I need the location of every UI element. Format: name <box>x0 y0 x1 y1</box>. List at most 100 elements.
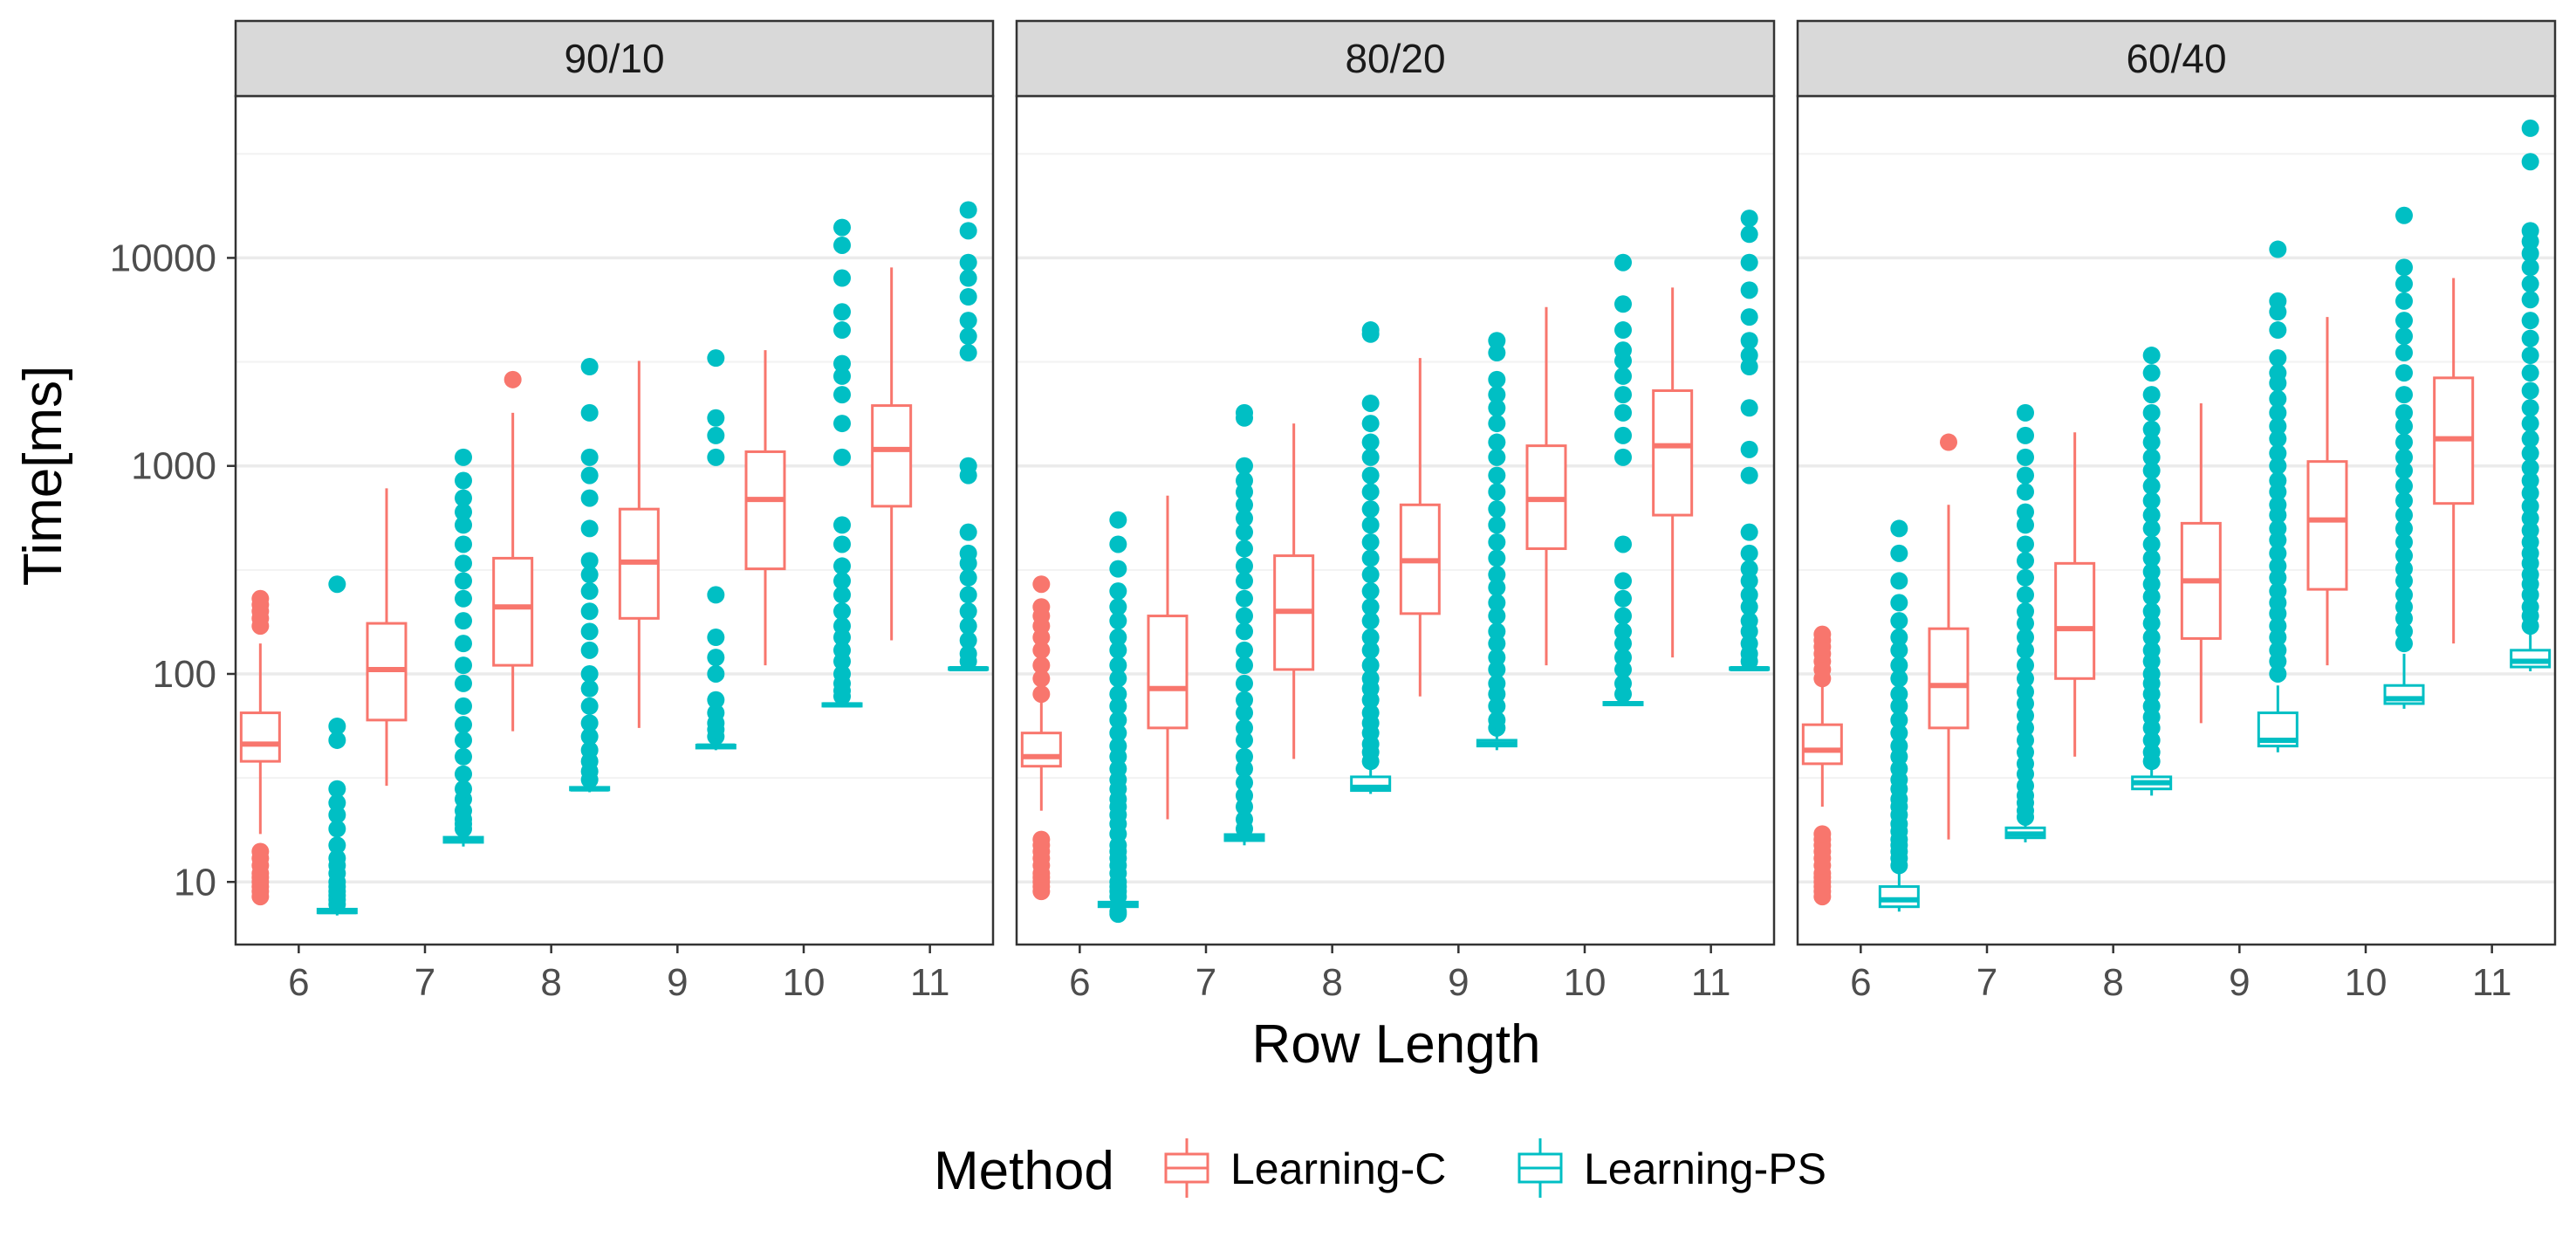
outlier-point <box>2269 664 2287 683</box>
outlier-point <box>2269 349 2287 368</box>
outlier-point <box>2521 471 2539 490</box>
box-iqr <box>1020 732 1062 768</box>
outlier-point <box>833 617 851 636</box>
legend: Method Learning-C Learning-PS <box>934 1138 1826 1201</box>
outlier-point <box>2017 503 2034 521</box>
outlier-point <box>1890 594 1908 612</box>
outlier-point <box>1813 825 1832 843</box>
outlier-point <box>1614 635 1632 653</box>
y-tick-label: 100 <box>153 653 216 696</box>
outlier-point <box>1890 759 1908 778</box>
outlier-point <box>2017 426 2034 444</box>
outlier-point <box>328 806 346 824</box>
outlier-point <box>455 503 472 521</box>
outlier-point <box>1614 295 1632 313</box>
outlier-point <box>2269 582 2287 601</box>
outlier-point <box>1236 589 1253 608</box>
outlier-point <box>1488 332 1506 350</box>
outlier-point <box>1890 612 1908 630</box>
box-iqr <box>2054 561 2096 680</box>
outlier-point <box>2395 491 2413 510</box>
legend-label: Learning-C <box>1230 1144 1446 1193</box>
facet-strip <box>234 19 995 98</box>
outlier-point <box>1236 718 1253 737</box>
box-learning-c <box>1399 358 1441 697</box>
outlier-point <box>2017 706 2034 725</box>
outlier-point <box>959 222 977 240</box>
outlier-point <box>2142 491 2161 510</box>
box-learning-c <box>2306 317 2348 666</box>
outlier-point <box>1361 321 1380 340</box>
outlier-point <box>707 704 725 722</box>
outlier-point <box>1361 516 1380 534</box>
outlier-point <box>2521 484 2539 502</box>
outlier-point <box>1109 697 1127 715</box>
outlier-point <box>580 448 599 466</box>
facet-strip-label: 90/10 <box>564 36 664 81</box>
outlier-point <box>1361 533 1380 552</box>
outlier-point <box>2395 327 2413 346</box>
outlier-point <box>1614 535 1632 553</box>
outlier-point <box>2395 635 2413 653</box>
outlier-point <box>1614 674 1632 692</box>
y-axis: 10 100 1000 10000 <box>110 237 236 904</box>
outlier-point <box>2017 535 2034 553</box>
outlier-point <box>2142 588 2161 606</box>
outlier-point <box>2395 586 2413 604</box>
outlier-point <box>2142 562 2161 581</box>
outlier-point <box>1890 724 1908 742</box>
outlier-point <box>2395 344 2413 362</box>
outlier-point <box>2395 622 2413 641</box>
outlier-point <box>1940 433 1957 451</box>
panel-background <box>1017 96 1774 945</box>
box-learning-c <box>2433 278 2475 644</box>
y-tick-label: 10 <box>174 861 216 904</box>
box-learning-ps <box>2510 119 2552 671</box>
outlier-point <box>707 691 725 709</box>
outlier-point <box>1236 787 1253 805</box>
box-learning-c <box>1273 423 1315 759</box>
outlier-point <box>2521 521 2539 539</box>
x-tick-label: 9 <box>2229 961 2250 1004</box>
outlier-point <box>2269 430 2287 448</box>
outlier-point <box>1488 579 1506 597</box>
outlier-point <box>2269 240 2287 258</box>
outlier-point <box>580 489 599 507</box>
outlier-point <box>1614 448 1632 466</box>
outlier-point <box>833 354 851 373</box>
outlier-point <box>580 641 599 659</box>
outlier-point <box>2017 448 2034 466</box>
outlier-point <box>1890 544 1908 562</box>
outlier-point <box>2269 544 2287 562</box>
outlier-point <box>2521 258 2539 277</box>
outlier-point <box>580 566 599 584</box>
outlier-point <box>1740 635 1758 653</box>
outlier-point <box>2521 312 2539 330</box>
outlier-point <box>1361 549 1380 567</box>
outlier-point <box>328 575 346 594</box>
outlier-point <box>2142 697 2161 715</box>
outlier-point <box>833 586 851 604</box>
outlier-point <box>1361 656 1380 675</box>
y-tick-label: 1000 <box>131 445 216 488</box>
outlier-point <box>959 644 977 663</box>
outlier-point <box>1236 704 1253 722</box>
outlier-point <box>580 741 599 759</box>
outlier-point <box>1740 560 1758 578</box>
outlier-point <box>1740 440 1758 458</box>
box-iqr <box>1878 885 1920 909</box>
outlier-point <box>2521 364 2539 382</box>
outlier-point <box>1740 281 1758 299</box>
box-learning-ps <box>821 218 863 708</box>
outlier-point <box>2269 292 2287 310</box>
outlier-point <box>833 448 851 466</box>
x-tick-label: 10 <box>1564 961 1607 1004</box>
outlier-point <box>1740 332 1758 350</box>
outlier-point <box>1032 598 1051 616</box>
outlier-point <box>2521 275 2539 293</box>
outlier-point <box>2395 386 2413 404</box>
outlier-point <box>959 312 977 330</box>
outlier-point <box>2395 275 2413 293</box>
outlier-point <box>1488 622 1506 641</box>
outlier-point <box>1488 697 1506 715</box>
